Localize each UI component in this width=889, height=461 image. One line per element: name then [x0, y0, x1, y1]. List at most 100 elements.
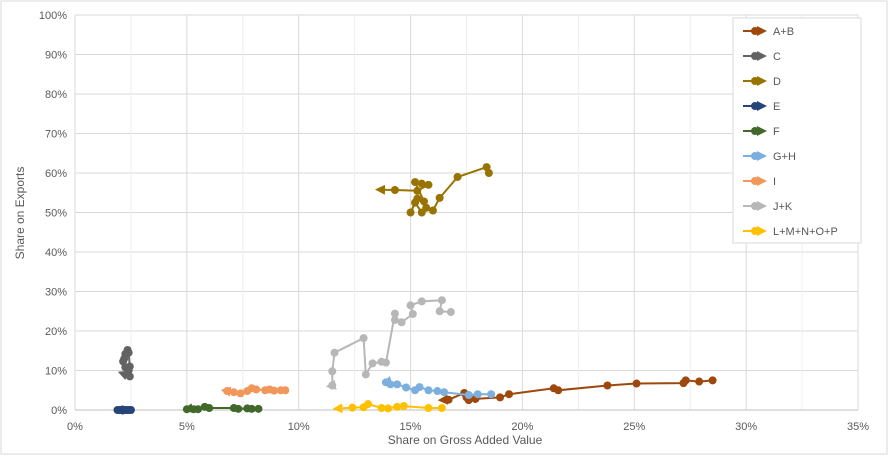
data-point — [411, 178, 420, 187]
data-point — [435, 307, 444, 316]
data-point — [390, 315, 399, 324]
data-point — [603, 381, 612, 390]
legend-label: L+M+N+O+P — [773, 226, 838, 238]
data-point — [125, 372, 134, 381]
x-tick-label: 35% — [847, 421, 869, 433]
legend-item: I — [743, 176, 776, 188]
data-point — [487, 390, 496, 399]
data-point — [505, 390, 514, 399]
data-point — [359, 334, 368, 343]
data-point — [406, 301, 415, 310]
data-point — [708, 376, 717, 385]
data-point — [446, 308, 455, 317]
data-point — [397, 318, 406, 327]
y-tick-label: 30% — [45, 287, 67, 299]
data-point — [411, 386, 420, 395]
data-point — [419, 197, 428, 206]
data-point — [695, 377, 704, 386]
legend-item: A+B — [743, 26, 794, 38]
legend-label: C — [773, 51, 781, 63]
data-point — [437, 404, 446, 413]
legend-item: J+K — [743, 201, 793, 213]
data-point — [440, 388, 449, 397]
legend-item: E — [743, 101, 780, 113]
legend-label: F — [773, 126, 780, 138]
legend-label: D — [773, 76, 781, 88]
series-j-k — [325, 296, 455, 390]
data-point — [417, 179, 426, 188]
legend-item: F — [743, 126, 780, 138]
y-tick-label: 70% — [45, 129, 67, 141]
data-point — [361, 370, 370, 379]
data-point — [390, 185, 399, 194]
data-point — [417, 297, 426, 306]
data-point — [453, 172, 462, 181]
legend-swatch-marker — [751, 52, 759, 60]
data-point — [229, 404, 238, 413]
data-point — [113, 406, 122, 414]
legend-item: C — [743, 51, 781, 63]
data-point — [464, 390, 473, 399]
data-point — [632, 379, 641, 388]
legend-label: E — [773, 101, 780, 113]
data-point — [261, 386, 270, 395]
legend: A+B C D E F G+H I J+K L+M+N+O+P — [732, 17, 862, 244]
data-point — [402, 383, 411, 392]
y-tick-label: 50% — [45, 208, 67, 220]
data-point — [437, 296, 446, 305]
data-point — [393, 380, 402, 389]
data-point — [417, 208, 426, 217]
y-tick-label: 40% — [45, 247, 67, 259]
series-e — [113, 405, 135, 415]
x-tick-label: 10% — [288, 421, 310, 433]
data-point — [428, 206, 437, 215]
data-point — [254, 404, 263, 413]
y-tick-label: 20% — [45, 326, 67, 338]
y-tick-label: 60% — [45, 168, 67, 180]
legend-swatch-marker — [751, 102, 759, 110]
x-tick-label: 15% — [400, 421, 422, 433]
y-tick-label: 90% — [45, 50, 67, 62]
legend-item: G+H — [743, 151, 796, 163]
data-point — [433, 387, 442, 396]
data-point — [424, 180, 433, 189]
x-tick-label: 0% — [67, 421, 83, 433]
data-point — [473, 390, 482, 399]
data-point — [200, 402, 209, 411]
legend-swatch-marker — [751, 152, 759, 160]
series-c — [117, 345, 134, 381]
data-point — [368, 359, 377, 368]
legend-swatch-marker — [751, 77, 759, 85]
data-point — [496, 393, 505, 402]
legend-item: D — [743, 76, 781, 88]
series-i — [220, 384, 290, 398]
legend-label: G+H — [773, 151, 796, 163]
data-point — [406, 208, 415, 217]
legend-swatch-marker — [751, 177, 759, 185]
legend-label: A+B — [773, 26, 794, 38]
data-point — [229, 388, 238, 397]
data-point — [444, 395, 453, 404]
series-f — [182, 402, 263, 414]
data-point — [243, 404, 252, 413]
y-axis-title: Share on Exports — [13, 167, 27, 260]
y-tick-label: 80% — [45, 89, 67, 101]
x-tick-label: 25% — [623, 421, 645, 433]
data-point — [330, 348, 339, 357]
data-point — [348, 403, 357, 412]
data-point — [390, 309, 399, 318]
data-point — [679, 379, 688, 388]
data-point — [408, 310, 417, 319]
x-tick-label: 30% — [735, 421, 757, 433]
data-point — [124, 366, 133, 375]
data-point — [328, 381, 337, 390]
data-point — [381, 378, 390, 387]
x-axis-title: Share on Gross Added Value — [388, 433, 543, 447]
x-tick-label: 20% — [511, 421, 533, 433]
data-point — [399, 402, 408, 411]
legend-label: I — [773, 176, 776, 188]
y-tick-label: 10% — [45, 366, 67, 378]
data-point — [328, 367, 337, 376]
data-point — [276, 386, 285, 395]
